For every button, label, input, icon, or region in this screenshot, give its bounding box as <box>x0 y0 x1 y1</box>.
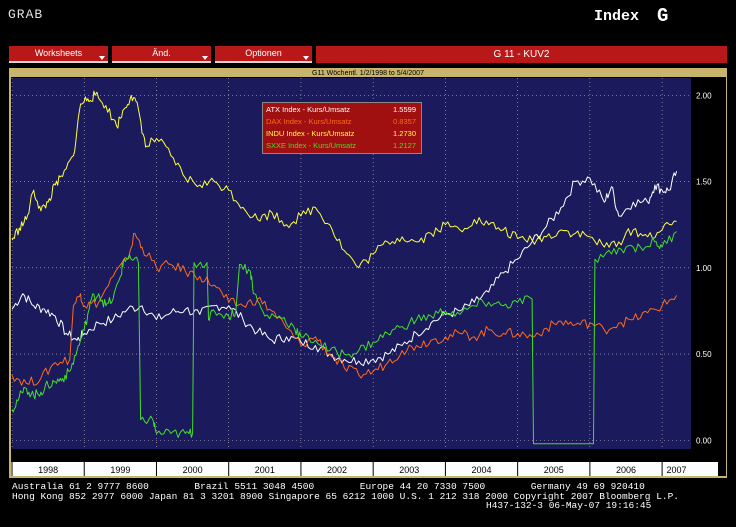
legend-last-value: 1.2127 <box>393 141 416 150</box>
optionen-menu-button[interactable]: Optionen <box>215 46 312 63</box>
x-tick-label: 2007 <box>667 465 687 475</box>
chart-title: G11 Wöchentl. 1/2/1998 to 5/4/2007 <box>312 70 424 77</box>
x-tick-label: 2004 <box>472 465 492 475</box>
x-tick-label: 2002 <box>327 465 347 475</box>
y-axis: 0.00 0.50 1.00 1.50 2.00 <box>696 91 712 445</box>
series-line <box>11 232 678 386</box>
legend-item: SXXE Index - Kurs/Umsatz 1.2127 <box>266 140 418 151</box>
series-line <box>11 171 678 367</box>
series-line <box>11 231 677 445</box>
x-tick-label: 1998 <box>38 465 58 475</box>
top-bar: GRAB Index G <box>0 0 736 40</box>
dropdown-arrow-icon <box>202 56 208 60</box>
worksheets-menu-label: Worksheets <box>34 48 83 58</box>
y-tick-label: 1.00 <box>696 264 712 273</box>
dropdown-arrow-icon <box>99 56 105 60</box>
aend-menu-button[interactable]: Änd. <box>112 46 211 63</box>
menu-bar: Worksheets Änd. Optionen G 11 - KUV2 <box>9 46 727 63</box>
x-tick-label: 2003 <box>399 465 419 475</box>
series-line <box>11 90 677 269</box>
x-tick-label: 1999 <box>110 465 130 475</box>
app-label: GRAB <box>8 7 44 22</box>
legend-label: INDU Index - Kurs/Umsatz <box>266 129 355 138</box>
footer-line-1: Australia 61 2 9777 8600 Brazil 5511 304… <box>12 481 645 492</box>
series-group <box>11 90 678 445</box>
legend-last-value: 1.2730 <box>393 129 416 138</box>
security-type-label: Index <box>594 8 640 25</box>
legend: ATX Index - Kurs/Umsatz 1.5599 DAX Index… <box>262 102 422 154</box>
legend-item: INDU Index - Kurs/Umsatz 1.2730 <box>266 128 418 139</box>
legend-last-value: 1.5599 <box>393 105 416 114</box>
y-tick-label: 0.50 <box>696 350 712 359</box>
legend-item: ATX Index - Kurs/Umsatz 1.5599 <box>266 104 418 115</box>
x-tick-label: 2000 <box>183 465 203 475</box>
chart: G11 Wöchentl. 1/2/1998 to 5/4/2007 0.000… <box>9 68 727 478</box>
worksheets-menu-button[interactable]: Worksheets <box>9 46 108 63</box>
screen-title: G 11 - KUV2 <box>316 46 727 63</box>
aend-menu-label: Änd. <box>152 48 171 58</box>
y-tick-label: 0.00 <box>696 436 712 445</box>
footer-contacts: Australia 61 2 9777 8600 Brazil 5511 304… <box>12 482 679 511</box>
legend-label: SXXE Index - Kurs/Umsatz <box>266 141 357 150</box>
function-key-label: G <box>657 5 669 27</box>
y-tick-label: 1.50 <box>696 178 712 187</box>
legend-item: DAX Index - Kurs/Umsatz 0.8357 <box>266 116 418 127</box>
x-tick-label: 2005 <box>544 465 564 475</box>
footer-line-3: H437-132-3 06-May-07 19:16:45 <box>486 500 652 511</box>
x-axis-strip <box>11 462 718 476</box>
footer-line-2: Hong Kong 852 2977 6000 Japan 81 3 3201 … <box>12 490 680 502</box>
optionen-menu-label: Optionen <box>245 48 282 58</box>
legend-label: DAX Index - Kurs/Umsatz <box>266 117 352 126</box>
x-axis: 1998 1999 2000 2001 2002 2003 2004 2005 2006 2007 <box>11 462 687 476</box>
legend-label: ATX Index - Kurs/Umsatz <box>266 105 351 114</box>
legend-last-value: 0.8357 <box>393 117 416 126</box>
y-tick-label: 2.00 <box>696 91 712 100</box>
dropdown-arrow-icon <box>303 56 309 60</box>
x-tick-label: 2006 <box>616 465 636 475</box>
x-tick-label: 2001 <box>255 465 275 475</box>
